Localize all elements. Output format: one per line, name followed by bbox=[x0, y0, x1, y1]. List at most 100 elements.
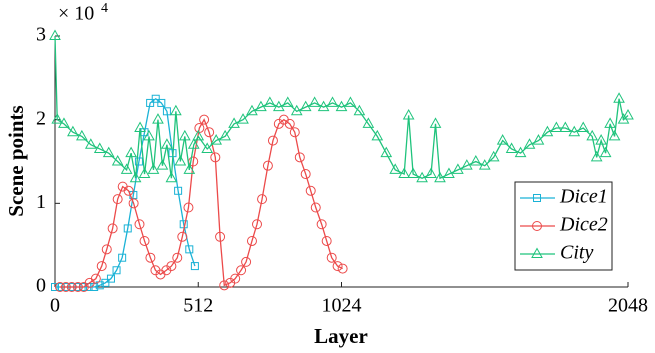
marker bbox=[353, 104, 366, 116]
marker bbox=[123, 224, 132, 233]
legend-label: Dice1 bbox=[559, 186, 608, 208]
marker bbox=[90, 273, 101, 284]
marker bbox=[174, 154, 187, 166]
y-tick-label: 1 bbox=[36, 191, 46, 213]
marker bbox=[416, 171, 428, 183]
marker bbox=[429, 117, 442, 128]
marker bbox=[460, 159, 473, 170]
marker bbox=[60, 282, 71, 292]
marker bbox=[134, 219, 145, 230]
marker bbox=[321, 235, 332, 246]
marker bbox=[289, 127, 300, 138]
marker bbox=[230, 273, 241, 284]
marker bbox=[434, 171, 446, 183]
marker bbox=[294, 152, 305, 163]
marker bbox=[55, 282, 66, 292]
marker bbox=[143, 129, 155, 141]
marker bbox=[72, 282, 83, 292]
marker bbox=[187, 138, 200, 149]
marker bbox=[183, 202, 194, 213]
marker bbox=[532, 221, 542, 231]
marker bbox=[487, 150, 500, 162]
marker bbox=[532, 134, 545, 145]
marker bbox=[284, 118, 295, 129]
marker bbox=[177, 231, 188, 242]
marker bbox=[305, 185, 316, 196]
x-tick-label: 512 bbox=[183, 295, 213, 317]
marker bbox=[326, 252, 337, 263]
marker bbox=[204, 127, 215, 138]
marker bbox=[185, 245, 194, 254]
marker bbox=[118, 253, 127, 262]
marker bbox=[76, 129, 88, 141]
marker bbox=[84, 138, 97, 149]
y-tick-label: 0 bbox=[36, 275, 46, 297]
marker bbox=[622, 108, 634, 120]
marker bbox=[599, 146, 612, 158]
marker bbox=[192, 129, 205, 141]
marker bbox=[241, 256, 252, 267]
marker bbox=[281, 96, 294, 107]
marker bbox=[550, 121, 563, 133]
y-multiplier: × 10 bbox=[58, 3, 94, 25]
x-axis-label: Layer bbox=[314, 324, 368, 348]
marker bbox=[66, 282, 77, 292]
marker bbox=[332, 261, 343, 272]
marker bbox=[272, 100, 285, 112]
marker bbox=[478, 159, 491, 170]
marker bbox=[316, 219, 327, 230]
marker bbox=[128, 198, 139, 209]
marker bbox=[174, 186, 183, 195]
marker bbox=[156, 159, 169, 170]
marker bbox=[264, 96, 276, 107]
marker bbox=[139, 235, 150, 246]
marker bbox=[257, 194, 268, 205]
marker bbox=[166, 261, 177, 272]
marker bbox=[51, 283, 59, 291]
marker bbox=[101, 244, 112, 255]
x-tick-label: 1024 bbox=[322, 295, 362, 317]
marker bbox=[308, 96, 321, 107]
marker bbox=[262, 160, 273, 171]
marker bbox=[95, 281, 104, 290]
marker bbox=[106, 274, 115, 283]
marker bbox=[613, 92, 625, 103]
marker bbox=[178, 129, 191, 141]
legend: Dice1 Dice2 City bbox=[514, 181, 613, 271]
marker bbox=[337, 263, 348, 274]
marker bbox=[267, 135, 278, 146]
marker bbox=[514, 146, 527, 158]
marker bbox=[123, 185, 134, 196]
marker bbox=[246, 104, 258, 116]
marker bbox=[138, 167, 151, 179]
marker bbox=[112, 194, 123, 205]
marker bbox=[299, 100, 312, 112]
marker bbox=[559, 121, 572, 133]
marker bbox=[252, 219, 263, 230]
marker bbox=[531, 247, 543, 258]
y-tick-label: 2 bbox=[36, 107, 46, 129]
marker bbox=[523, 138, 536, 149]
marker bbox=[595, 134, 607, 145]
marker bbox=[496, 134, 509, 145]
marker bbox=[111, 154, 124, 166]
marker bbox=[183, 163, 196, 174]
marker bbox=[317, 100, 330, 112]
marker bbox=[93, 142, 106, 153]
marker bbox=[326, 96, 339, 107]
marker bbox=[210, 134, 223, 145]
marker bbox=[51, 113, 64, 124]
marker bbox=[505, 142, 518, 153]
marker bbox=[371, 129, 384, 141]
marker bbox=[586, 129, 599, 141]
marker bbox=[219, 280, 230, 291]
marker bbox=[134, 157, 143, 166]
marker bbox=[146, 98, 155, 107]
marker bbox=[335, 100, 348, 112]
marker bbox=[125, 146, 137, 158]
marker bbox=[577, 121, 590, 133]
marker bbox=[107, 223, 118, 234]
marker bbox=[199, 114, 210, 125]
marker bbox=[58, 117, 70, 128]
marker bbox=[236, 265, 247, 276]
